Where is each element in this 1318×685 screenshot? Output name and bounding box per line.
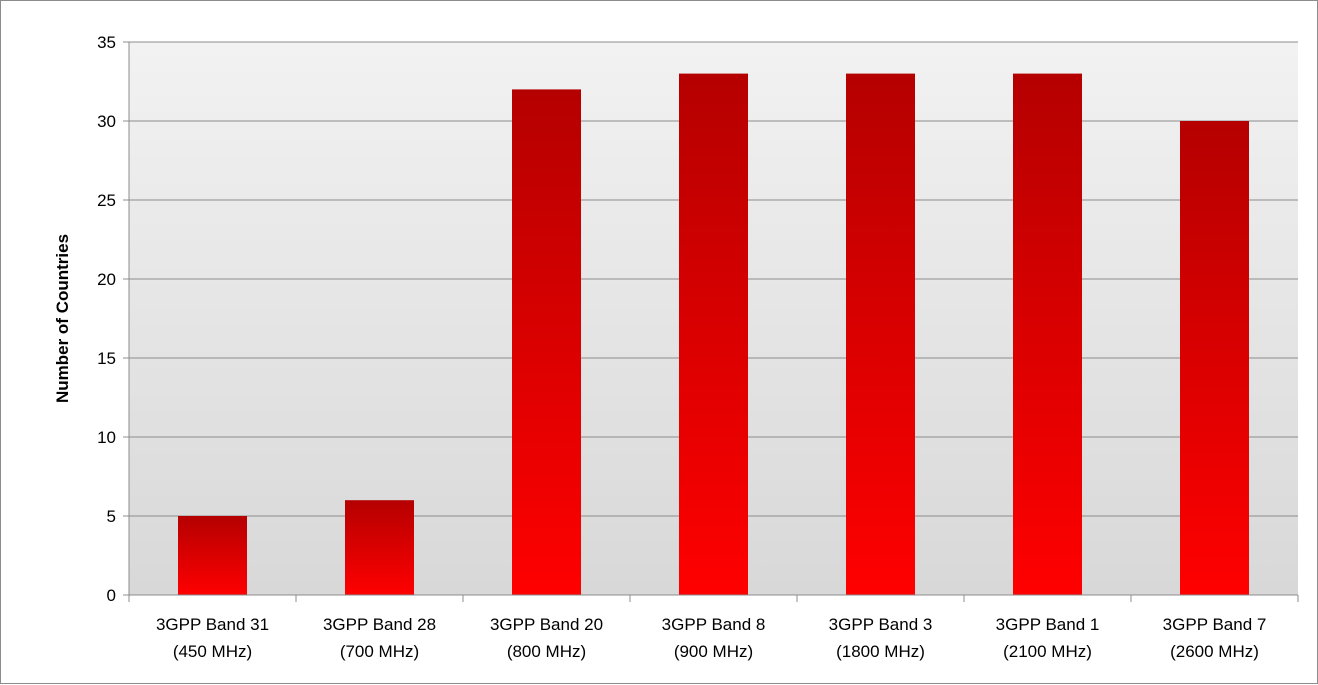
x-tick-label: 3GPP Band 20 (800 MHz) [490,615,603,661]
bar [1180,121,1249,595]
x-tick-label: 3GPP Band 31 (450 MHz) [156,615,269,661]
x-tick-label: 3GPP Band 28 (700 MHz) [323,615,436,661]
x-tick-label: 3GPP Band 8 (900 MHz) [662,615,766,661]
y-tick-label: 15 [97,349,116,368]
y-tick-label: 35 [97,33,116,52]
y-tick-label: 10 [97,428,116,447]
x-tick-label: 3GPP Band 7 (2600 MHz) [1163,615,1267,661]
y-axis-title: Number of Countries [53,234,72,403]
labels: 0 5 10 15 20 25 30 35 3GPP Band 31 (450 MHz) 3GPP … [97,33,1266,661]
bar [345,500,414,595]
y-tick-label: 5 [107,507,116,526]
bar [846,73,915,596]
x-tick-label: 3GPP Band 3 (1800 MHz) [829,615,933,661]
y-tick-label: 30 [97,112,116,131]
x-tick-label: 3GPP Band 1 (2100 MHz) [996,615,1100,661]
y-tick-label: 0 [107,586,116,605]
y-tick-label: 20 [97,270,116,289]
bar [178,516,247,595]
bars [178,73,1249,596]
axes [123,41,1299,602]
y-tick-label: 25 [97,191,116,210]
bar [512,89,581,596]
bar [679,73,748,596]
bar [1013,73,1082,596]
